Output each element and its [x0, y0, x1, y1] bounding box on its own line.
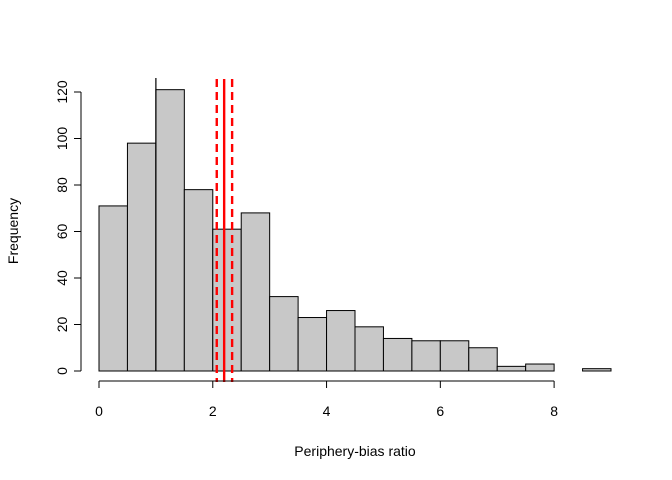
y-tick-label: 60: [54, 224, 70, 240]
histogram-bar: [468, 347, 498, 372]
histogram-bar: [98, 205, 128, 372]
histogram-bar: [155, 89, 185, 372]
histogram-bar: [240, 212, 271, 372]
x-axis-title: Periphery-bias ratio: [294, 443, 416, 459]
histogram-bar: [126, 142, 157, 372]
histogram-bar: [382, 337, 413, 372]
x-tick-label: 0: [95, 403, 103, 419]
histogram-bar: [525, 363, 555, 372]
y-tick-label: 80: [54, 177, 70, 193]
histogram-bars: [98, 89, 612, 372]
histogram-bar: [411, 340, 441, 372]
histogram-bar: [439, 340, 470, 372]
y-axis-title: Frequency: [5, 198, 21, 264]
x-axis: 0 2 4 6 8: [95, 380, 558, 419]
y-axis: 0 20 40 60 80 100 120: [54, 80, 82, 375]
histogram-bar: [297, 317, 328, 372]
y-tick-label: 20: [54, 317, 70, 333]
histogram-bar: [354, 326, 384, 372]
histogram-bar: [496, 365, 527, 372]
x-tick-label: 8: [550, 403, 558, 419]
y-tick-label: 0: [54, 367, 70, 375]
x-tick-label: 6: [436, 403, 444, 419]
histogram-bar: [326, 310, 356, 372]
reference-lines: [155, 78, 234, 382]
histogram-bar: [269, 296, 299, 372]
x-tick-label: 2: [209, 403, 217, 419]
x-tick-label: 4: [323, 403, 331, 419]
histogram-bar: [582, 368, 612, 372]
y-tick-label: 100: [54, 127, 70, 151]
y-tick-label: 40: [54, 270, 70, 286]
histogram-bar: [183, 189, 214, 372]
y-tick-label: 120: [54, 80, 70, 104]
